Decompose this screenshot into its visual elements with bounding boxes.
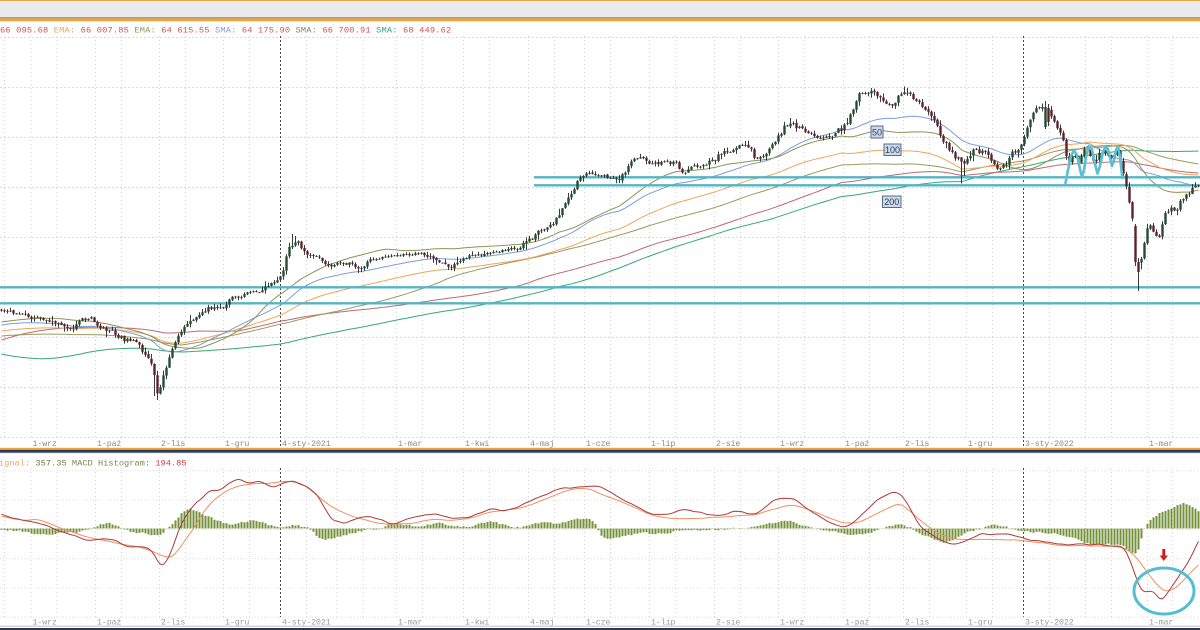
svg-text:1-gru: 1-gru: [968, 440, 992, 449]
svg-text:3-sty-2022: 3-sty-2022: [1025, 440, 1074, 449]
svg-text:1-paź: 1-paź: [845, 618, 869, 628]
svg-text:Signal: 357.35 MACD Histogram:: Signal: 357.35 MACD Histogram: 194.85: [0, 458, 187, 468]
svg-text:2-sie: 2-sie: [716, 439, 740, 449]
svg-text:4-sty-2021: 4-sty-2021: [282, 440, 331, 449]
svg-text:2-lis: 2-lis: [905, 439, 929, 449]
svg-text:2-lis: 2-lis: [161, 618, 185, 628]
svg-text:1-paź: 1-paź: [97, 618, 121, 628]
svg-text:4-sty-2021: 4-sty-2021: [282, 619, 331, 628]
svg-text:1-wrz: 1-wrz: [780, 619, 804, 628]
svg-text:2-lis: 2-lis: [161, 439, 185, 449]
svg-text:1-paź: 1-paź: [845, 439, 869, 449]
svg-text:50: 50: [872, 127, 882, 137]
svg-text:2-sie: 2-sie: [716, 618, 740, 628]
svg-text:1-mar: 1-mar: [398, 440, 422, 449]
svg-text:3-sty-2022: 3-sty-2022: [1025, 619, 1074, 628]
svg-text:1-gru: 1-gru: [225, 440, 249, 449]
svg-text:1-lip: 1-lip: [651, 439, 675, 449]
svg-text:100: 100: [885, 145, 900, 155]
svg-text:4-maj: 4-maj: [530, 439, 554, 449]
svg-text:1-gru: 1-gru: [968, 619, 992, 628]
svg-text:1-gru: 1-gru: [225, 619, 249, 628]
svg-text:1-cze: 1-cze: [586, 440, 610, 449]
svg-text:1-kwi: 1-kwi: [465, 439, 489, 449]
svg-text:1-mar: 1-mar: [1149, 440, 1173, 449]
svg-text:2-lis: 2-lis: [905, 618, 929, 628]
svg-text:1-paź: 1-paź: [97, 439, 121, 449]
svg-text:1-mar: 1-mar: [1149, 619, 1173, 628]
svg-text:4-maj: 4-maj: [530, 618, 554, 628]
svg-text:1-lip: 1-lip: [651, 618, 675, 628]
svg-text:1-wrz: 1-wrz: [33, 440, 57, 449]
svg-text:1-wrz: 1-wrz: [33, 619, 57, 628]
svg-text:1-kwi: 1-kwi: [465, 618, 489, 628]
svg-text:1-cze: 1-cze: [586, 619, 610, 628]
svg-text:1-wrz: 1-wrz: [780, 440, 804, 449]
svg-text:200: 200: [884, 197, 899, 207]
svg-text:1-mar: 1-mar: [398, 619, 422, 628]
svg-text:66 095.68 EMA: 66 007.85 EMA:: 66 095.68 EMA: 66 007.85 EMA: 64 615.55 …: [0, 26, 451, 36]
